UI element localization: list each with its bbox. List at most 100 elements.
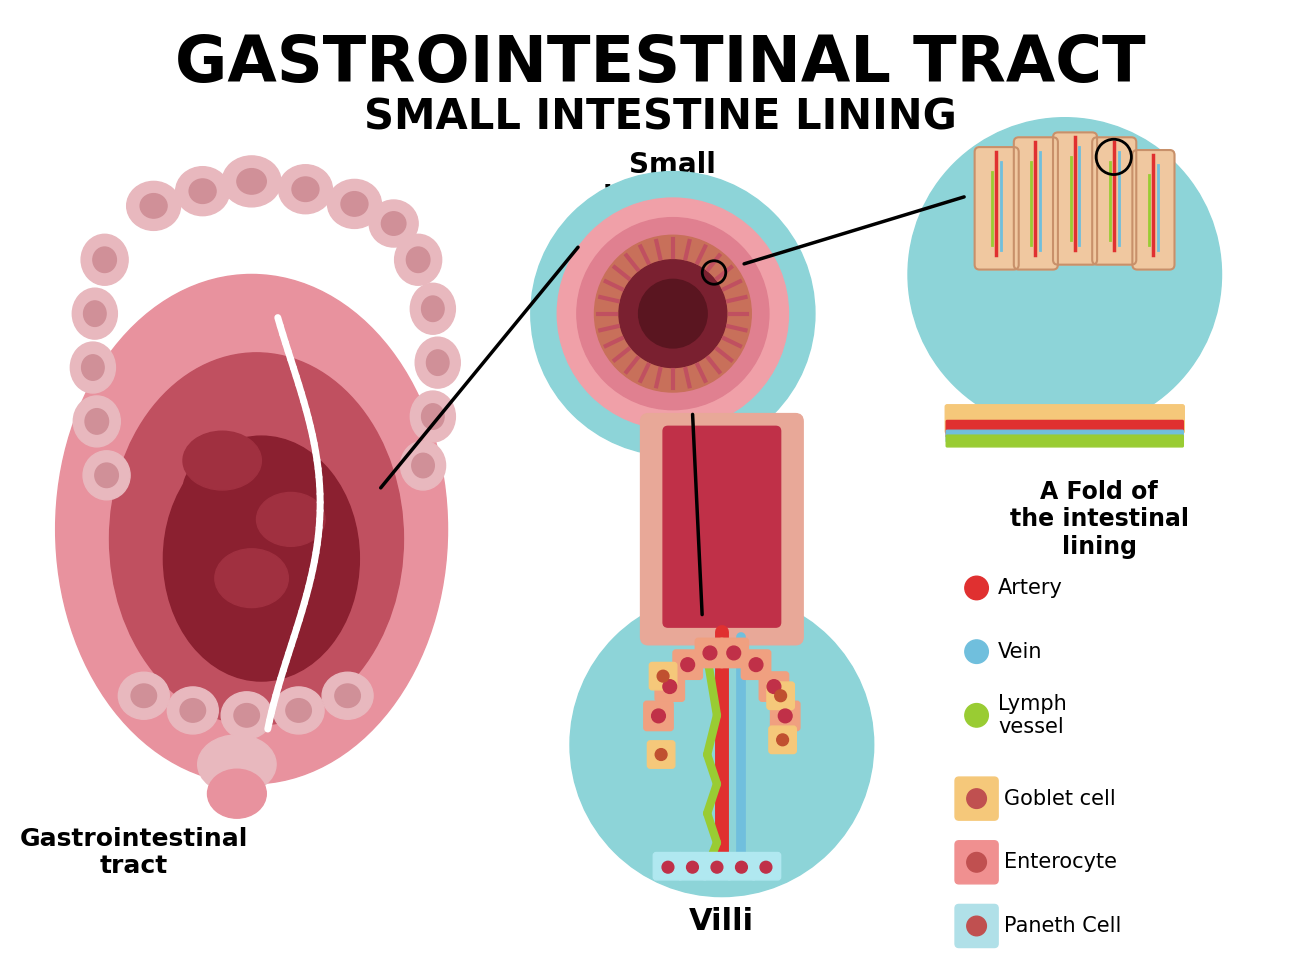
FancyBboxPatch shape [641, 414, 803, 645]
Ellipse shape [237, 169, 267, 194]
Text: A Fold of
the intestinal
lining: A Fold of the intestinal lining [1010, 479, 1189, 560]
Ellipse shape [341, 192, 368, 217]
FancyBboxPatch shape [655, 672, 685, 702]
Ellipse shape [180, 699, 206, 722]
Circle shape [778, 710, 793, 723]
FancyBboxPatch shape [954, 905, 998, 948]
Ellipse shape [183, 451, 281, 529]
Ellipse shape [84, 301, 106, 326]
Circle shape [965, 576, 988, 600]
Ellipse shape [168, 544, 256, 612]
FancyBboxPatch shape [1092, 137, 1136, 265]
Circle shape [750, 658, 763, 671]
Circle shape [657, 670, 670, 682]
FancyBboxPatch shape [653, 853, 682, 880]
FancyBboxPatch shape [663, 426, 781, 627]
Text: SMALL INTESTINE LINING: SMALL INTESTINE LINING [364, 97, 957, 139]
Ellipse shape [207, 769, 267, 818]
Text: Small
intestine: Small intestine [603, 151, 742, 212]
Circle shape [908, 118, 1221, 431]
Ellipse shape [163, 436, 359, 681]
FancyBboxPatch shape [769, 726, 796, 754]
Ellipse shape [127, 181, 180, 230]
Ellipse shape [328, 179, 382, 228]
Ellipse shape [422, 404, 444, 429]
Text: Lymph
vessel: Lymph vessel [998, 694, 1067, 737]
Circle shape [651, 710, 666, 723]
Circle shape [965, 704, 988, 727]
FancyBboxPatch shape [649, 662, 677, 690]
Ellipse shape [198, 735, 276, 794]
Text: Vein: Vein [998, 642, 1042, 662]
Circle shape [681, 658, 694, 671]
Ellipse shape [426, 350, 449, 375]
Ellipse shape [407, 247, 430, 272]
Ellipse shape [322, 672, 373, 719]
FancyBboxPatch shape [677, 853, 707, 880]
Text: GASTROINTESTINAL TRACT: GASTROINTESTINAL TRACT [175, 32, 1146, 95]
FancyBboxPatch shape [1132, 150, 1175, 270]
FancyBboxPatch shape [954, 777, 998, 820]
Circle shape [594, 235, 751, 392]
Ellipse shape [411, 391, 456, 442]
Ellipse shape [286, 699, 311, 722]
Ellipse shape [74, 396, 120, 447]
Circle shape [774, 690, 786, 702]
Circle shape [663, 680, 676, 694]
Ellipse shape [93, 247, 117, 272]
Circle shape [767, 680, 781, 694]
Ellipse shape [382, 212, 405, 235]
FancyBboxPatch shape [771, 702, 800, 731]
Circle shape [967, 789, 987, 808]
Ellipse shape [70, 342, 115, 393]
Circle shape [965, 640, 988, 663]
Circle shape [531, 172, 815, 456]
Ellipse shape [395, 234, 442, 285]
Ellipse shape [56, 274, 448, 784]
Ellipse shape [85, 409, 109, 434]
Ellipse shape [234, 704, 259, 727]
Circle shape [638, 279, 707, 348]
FancyBboxPatch shape [947, 430, 1184, 442]
FancyBboxPatch shape [1053, 132, 1097, 265]
FancyBboxPatch shape [947, 435, 1184, 447]
FancyBboxPatch shape [759, 672, 789, 702]
Ellipse shape [223, 156, 281, 207]
Ellipse shape [291, 177, 319, 202]
Circle shape [576, 218, 769, 410]
Circle shape [967, 853, 987, 872]
FancyBboxPatch shape [726, 853, 756, 880]
Circle shape [655, 749, 667, 760]
FancyBboxPatch shape [719, 638, 749, 667]
Ellipse shape [400, 441, 445, 490]
Circle shape [703, 646, 717, 660]
FancyBboxPatch shape [975, 147, 1019, 270]
Text: Goblet cell: Goblet cell [1004, 789, 1116, 808]
Circle shape [557, 198, 789, 429]
Circle shape [736, 861, 747, 873]
FancyBboxPatch shape [673, 650, 702, 679]
FancyBboxPatch shape [767, 682, 794, 710]
Ellipse shape [335, 684, 360, 708]
Circle shape [570, 593, 874, 897]
Text: Artery: Artery [998, 578, 1063, 598]
Text: Enterocyte: Enterocyte [1004, 853, 1118, 872]
Circle shape [686, 861, 698, 873]
Ellipse shape [422, 296, 444, 321]
Ellipse shape [189, 179, 216, 204]
Ellipse shape [215, 549, 289, 608]
Circle shape [662, 861, 673, 873]
FancyBboxPatch shape [945, 405, 1185, 433]
FancyBboxPatch shape [751, 853, 781, 880]
Ellipse shape [73, 288, 118, 339]
Ellipse shape [95, 464, 118, 488]
Ellipse shape [237, 554, 344, 642]
FancyBboxPatch shape [741, 650, 771, 679]
Ellipse shape [82, 355, 104, 380]
FancyBboxPatch shape [644, 702, 673, 731]
Ellipse shape [221, 692, 272, 739]
FancyBboxPatch shape [702, 853, 732, 880]
Ellipse shape [83, 451, 130, 500]
Ellipse shape [278, 165, 333, 214]
Circle shape [967, 916, 987, 936]
